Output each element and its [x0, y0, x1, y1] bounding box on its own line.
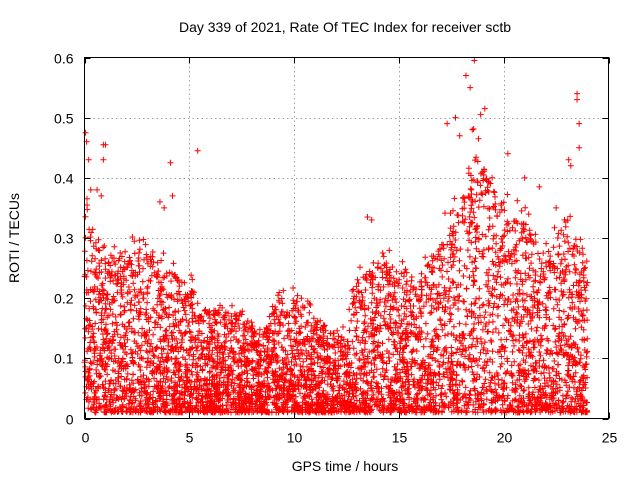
data-points [81, 57, 591, 416]
x-tick-label: 0 [82, 430, 90, 446]
roti-outlier-point [368, 216, 375, 223]
roti-outlier-point [94, 186, 101, 193]
axis-ticks [84, 57, 610, 420]
roti-outlier-point [576, 144, 583, 151]
roti-outlier-point [475, 135, 482, 142]
roti-outlier-point [169, 192, 176, 199]
y-tick-labels: 0 0.1 0.2 0.3 0.4 0.5 0.6 [54, 51, 74, 428]
roti-outlier-point [156, 198, 163, 205]
roti-outlier-point [456, 132, 463, 139]
roti-outlier-point [100, 156, 107, 163]
x-axis-label: GPS time / hours [292, 458, 399, 474]
roti-outlier-point [98, 192, 105, 199]
roti-outlier-point [87, 186, 94, 193]
roti-outlier-point [574, 90, 581, 97]
x-tick-label: 5 [186, 430, 194, 446]
y-tick-label: 0.2 [54, 291, 74, 307]
roti-outlier-point [444, 120, 451, 127]
x-tick-label: 15 [392, 430, 408, 446]
roti-outlier-point [481, 105, 488, 112]
roti-outlier-point [102, 141, 109, 148]
roti-outlier-point [161, 204, 168, 211]
x-tick-label: 25 [602, 430, 618, 446]
roti-outlier-point [567, 162, 574, 169]
roti-outlier-point [574, 96, 581, 103]
chart-title: Day 339 of 2021, Rate Of TEC Index for r… [179, 19, 511, 35]
roti-outlier-point [462, 72, 469, 79]
roti-point-cloud [81, 126, 591, 416]
roti-outlier-point [85, 156, 92, 163]
roti-outlier-point [82, 129, 89, 136]
y-tick-label: 0.5 [54, 111, 74, 127]
roti-outlier-point [477, 111, 484, 118]
y-tick-label: 0 [66, 412, 74, 428]
roti-outlier-point [167, 159, 174, 166]
roti-outlier-point [194, 147, 201, 154]
roti-outlier-point [553, 204, 560, 211]
roti-outlier-point [364, 213, 371, 220]
y-axis-label: ROTI / TECUs [6, 193, 22, 283]
y-tick-label: 0.4 [54, 171, 74, 187]
roti-outlier-point [471, 57, 478, 64]
roti-outlier-point [521, 174, 528, 181]
x-tick-labels: 0 5 10 15 20 25 [82, 430, 618, 446]
y-tick-label: 0.1 [54, 351, 74, 367]
roti-outlier-point [565, 156, 572, 163]
roti-outlier-point [469, 126, 476, 133]
y-tick-label: 0.3 [54, 231, 74, 247]
roti-outlier-point [536, 183, 543, 190]
roti-outlier-point [576, 120, 583, 127]
roti-outlier-point [467, 84, 474, 91]
x-tick-label: 10 [287, 430, 303, 446]
roti-outlier-point [504, 150, 511, 157]
roti-outlier-point [452, 114, 459, 121]
x-tick-label: 20 [497, 430, 513, 446]
y-tick-label: 0.6 [54, 51, 74, 67]
